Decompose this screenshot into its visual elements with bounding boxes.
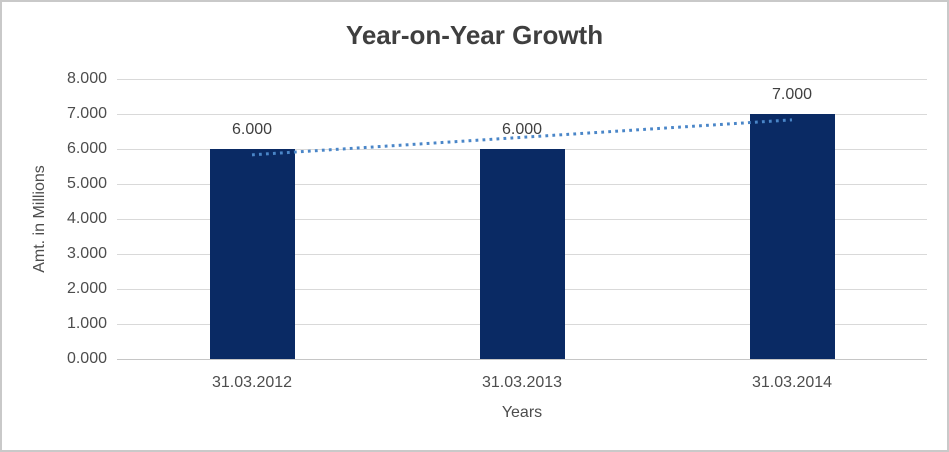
y-tick-label: 5.000 xyxy=(66,175,107,192)
bar-data-label: 6.000 xyxy=(501,121,543,138)
x-tick-label: 31.03.2012 xyxy=(211,374,293,391)
y-tick-label: 1.000 xyxy=(66,315,107,332)
gridline xyxy=(117,79,927,80)
bar-data-label: 6.000 xyxy=(231,121,273,138)
y-tick-label: 0.000 xyxy=(66,350,107,367)
bar xyxy=(749,114,835,359)
y-tick-label: 8.000 xyxy=(66,70,107,87)
y-tick-label: 7.000 xyxy=(66,105,107,122)
x-tick-label: 31.03.2013 xyxy=(481,374,563,391)
y-tick-label: 3.000 xyxy=(66,245,107,262)
y-tick-label: 4.000 xyxy=(66,210,107,227)
bar-data-label: 7.000 xyxy=(771,86,813,103)
y-tick-label: 2.000 xyxy=(66,280,107,297)
x-tick-label: 31.03.2014 xyxy=(751,374,833,391)
bar xyxy=(479,149,565,359)
chart-title: Year-on-Year Growth xyxy=(345,20,604,50)
x-axis-title: Years xyxy=(501,404,543,421)
gridline xyxy=(117,359,927,360)
bar xyxy=(209,149,295,359)
gridline xyxy=(117,114,927,115)
y-tick-label: 6.000 xyxy=(66,140,107,157)
